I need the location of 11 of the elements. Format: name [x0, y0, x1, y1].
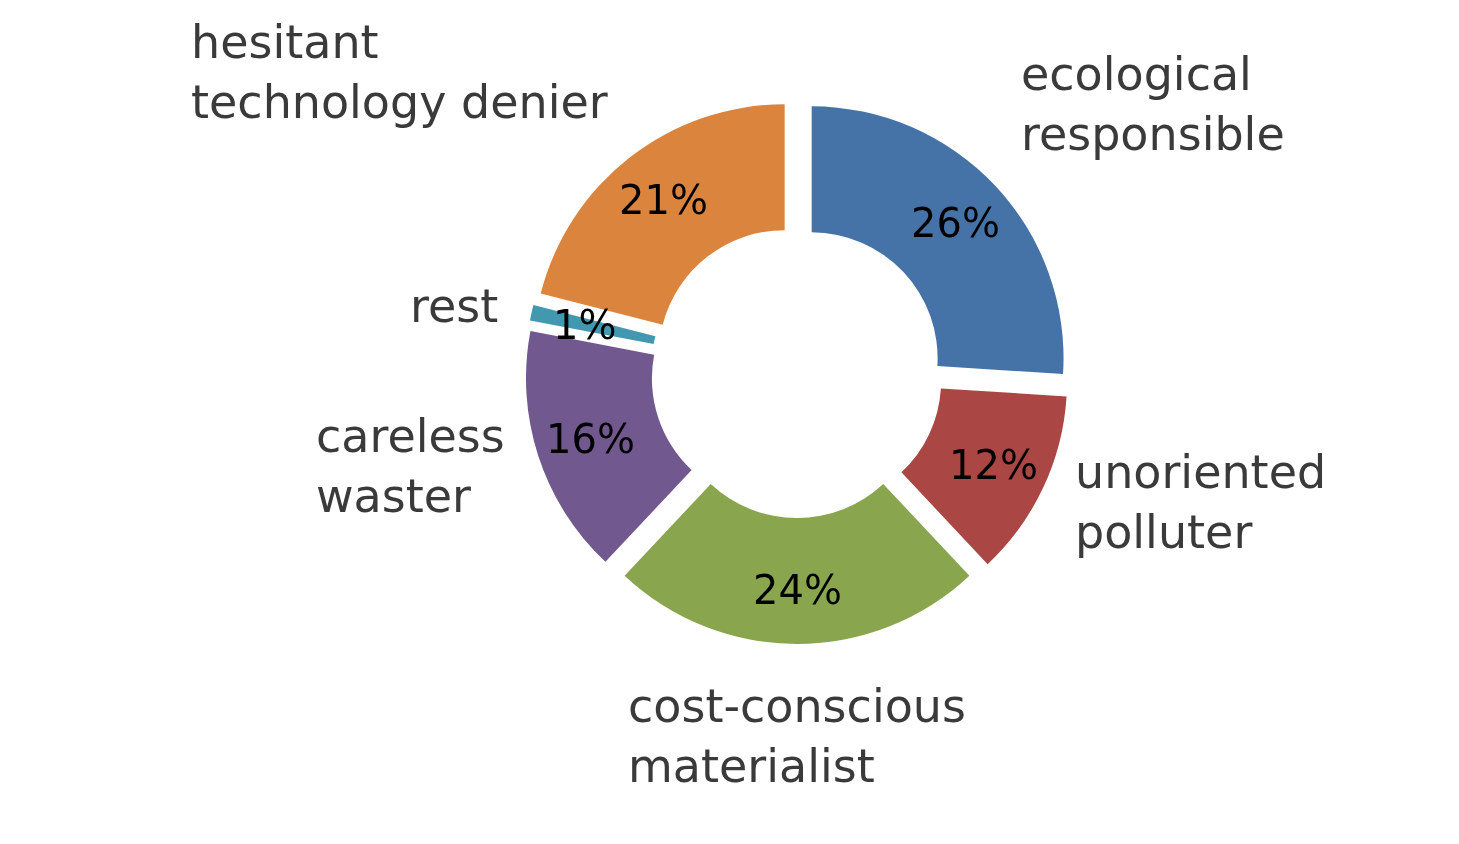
data-label: 26%	[911, 200, 1000, 246]
data-label: 21%	[619, 177, 708, 223]
slice-label: rest	[410, 279, 499, 333]
slice-label: unoriented polluter	[1075, 445, 1327, 559]
data-label: 12%	[949, 442, 1038, 488]
slice-label: careless waster	[316, 409, 505, 523]
data-label: 16%	[546, 416, 635, 462]
slice-label: ecological responsible	[1021, 47, 1285, 161]
slice-label: cost-conscious materialist	[628, 679, 966, 793]
slice-label: hesitant technology denier	[191, 15, 608, 129]
data-label: 24%	[753, 567, 842, 613]
